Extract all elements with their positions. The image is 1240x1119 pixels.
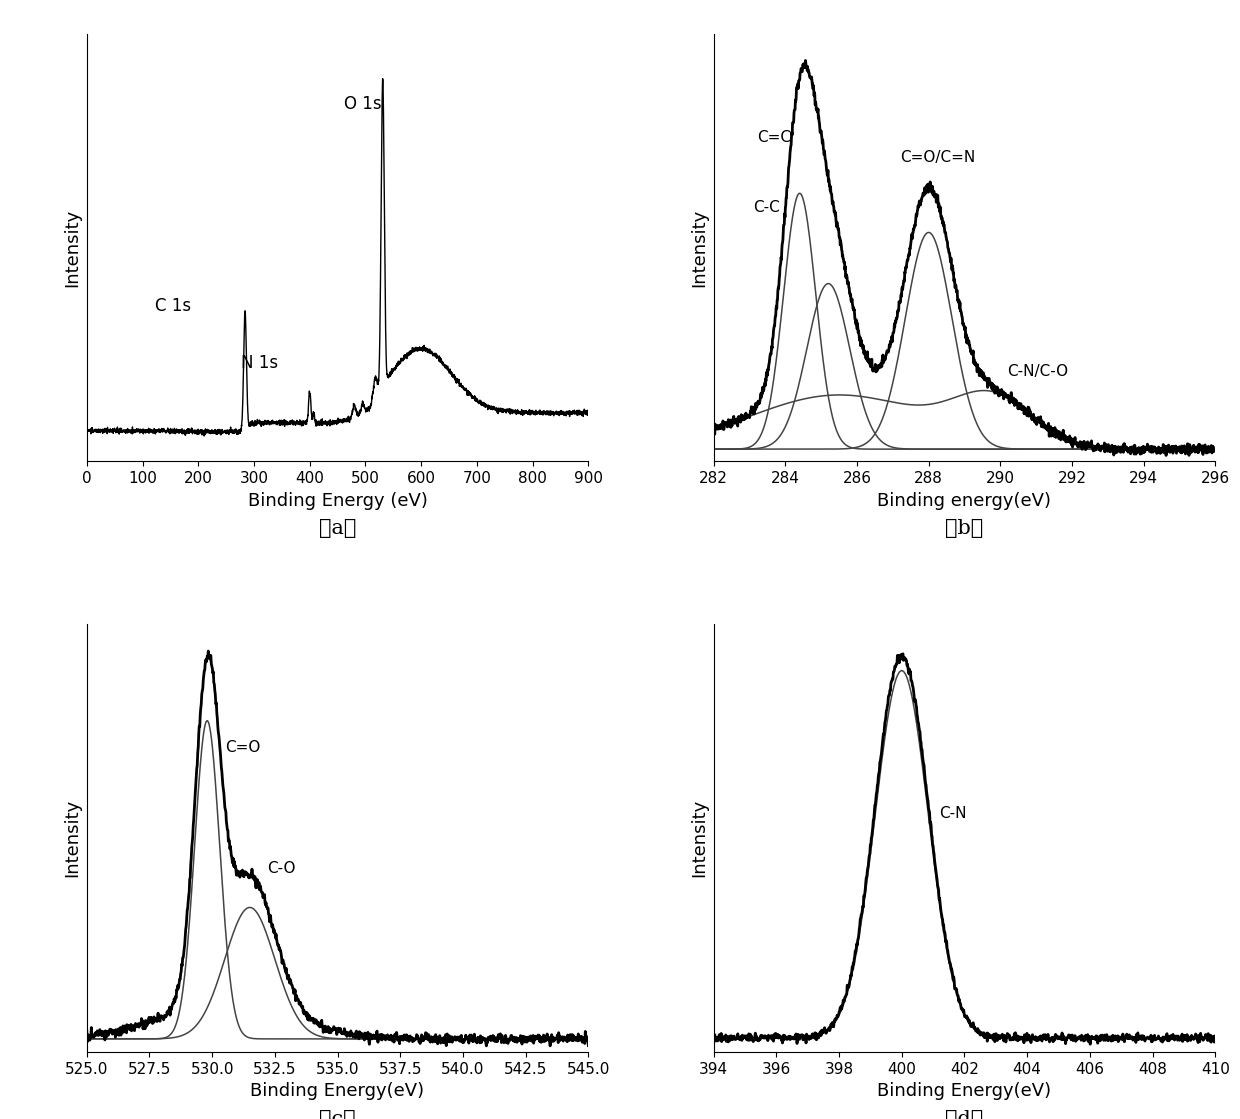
Text: C-O: C-O [268, 861, 296, 876]
Text: （d）: （d） [945, 1110, 983, 1119]
Text: O 1s: O 1s [343, 95, 382, 113]
X-axis label: Binding Energy (eV): Binding Energy (eV) [248, 491, 428, 509]
X-axis label: Binding Energy(eV): Binding Energy(eV) [878, 1082, 1052, 1100]
Y-axis label: Intensity: Intensity [691, 208, 708, 286]
Text: N 1s: N 1s [241, 354, 278, 372]
Text: C-C: C-C [753, 200, 780, 216]
Text: C=C: C=C [756, 131, 791, 145]
Text: （b）: （b） [945, 519, 983, 538]
Y-axis label: Intensity: Intensity [691, 799, 708, 877]
Text: C-N: C-N [940, 807, 967, 821]
Text: C 1s: C 1s [155, 298, 191, 316]
Text: C=O: C=O [224, 741, 260, 755]
Text: C=O/C=N: C=O/C=N [900, 150, 975, 164]
Text: （c）: （c） [319, 1110, 356, 1119]
X-axis label: Binding energy(eV): Binding energy(eV) [878, 491, 1052, 509]
Text: C-N/C-O: C-N/C-O [1007, 364, 1069, 379]
Text: （a）: （a） [319, 519, 356, 538]
Y-axis label: Intensity: Intensity [63, 799, 82, 877]
Y-axis label: Intensity: Intensity [63, 208, 82, 286]
X-axis label: Binding Energy(eV): Binding Energy(eV) [250, 1082, 424, 1100]
